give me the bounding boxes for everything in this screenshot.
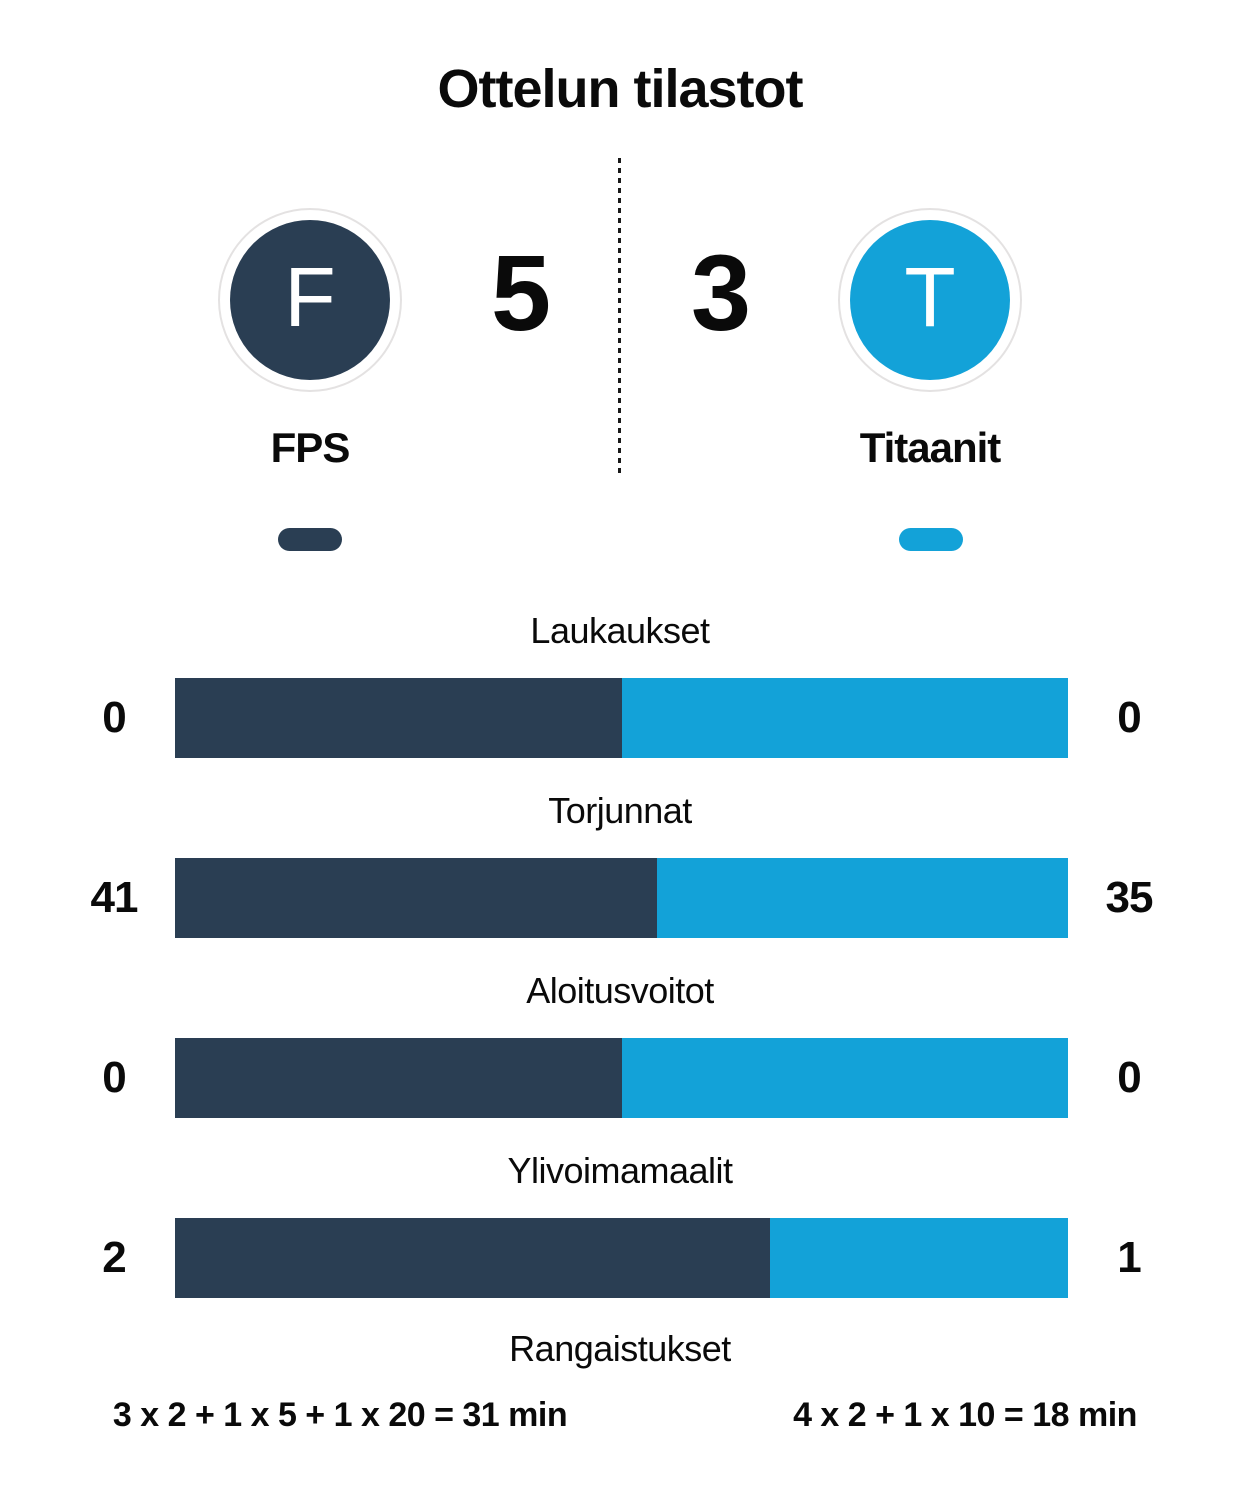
stat-bar: [175, 858, 1068, 938]
away-penalties-text: 4 x 2 + 1 x 10 = 18 min: [793, 1396, 1137, 1434]
page-title: Ottelun tilastot: [437, 59, 804, 119]
home-stat-value: 2: [102, 1233, 126, 1282]
away-team-logo: T: [838, 208, 1022, 392]
away-stat-value: 0: [1117, 1053, 1141, 1102]
away-team-initial: T: [904, 250, 956, 344]
home-stat-value: 41: [90, 873, 139, 922]
stat-label: Laukaukset: [530, 610, 710, 651]
away-legend-pill: [899, 528, 963, 551]
home-team-logo-circle: F: [230, 220, 390, 380]
stat-label: Torjunnat: [548, 790, 692, 831]
stat-row-laukaukset: Laukaukset 0 0: [0, 610, 1240, 760]
home-bar-segment: [175, 1218, 771, 1298]
stat-label: Aloitusvoitot: [526, 970, 714, 1011]
home-team-initial: F: [284, 250, 336, 344]
score-divider-dashed-line: [618, 158, 621, 478]
away-stat-value: 0: [1117, 693, 1141, 742]
away-stat-value: 1: [1117, 1233, 1141, 1282]
stat-bar: [175, 678, 1068, 758]
home-penalties-text: 3 x 2 + 1 x 5 + 1 x 20 = 31 min: [112, 1396, 568, 1434]
stat-row-ylivoimamaalit: Ylivoimamaalit 2 1: [0, 1150, 1240, 1300]
away-team-logo-circle: T: [850, 220, 1010, 380]
home-stat-value: 0: [102, 693, 126, 742]
home-team-name: FPS: [270, 424, 351, 471]
penalties-label: Rangaistukset: [509, 1328, 731, 1369]
away-stat-value: 35: [1105, 873, 1154, 922]
home-bar-segment: [175, 1038, 622, 1118]
stat-label: Ylivoimamaalit: [507, 1150, 733, 1191]
stat-bar: [175, 1218, 1068, 1298]
home-stat-value: 0: [102, 1053, 126, 1102]
home-bar-segment: [175, 858, 657, 938]
home-legend-pill: [278, 528, 342, 551]
stat-row-aloitusvoitot: Aloitusvoitot 0 0: [0, 970, 1240, 1120]
stat-row-torjunnat: Torjunnat 41 35: [0, 790, 1240, 940]
stat-bar: [175, 1038, 1068, 1118]
away-team-name: Titaanit: [859, 424, 1002, 471]
away-score: 3: [690, 232, 751, 353]
home-bar-segment: [175, 678, 622, 758]
home-team-logo: F: [218, 208, 402, 392]
home-score: 5: [490, 232, 551, 353]
